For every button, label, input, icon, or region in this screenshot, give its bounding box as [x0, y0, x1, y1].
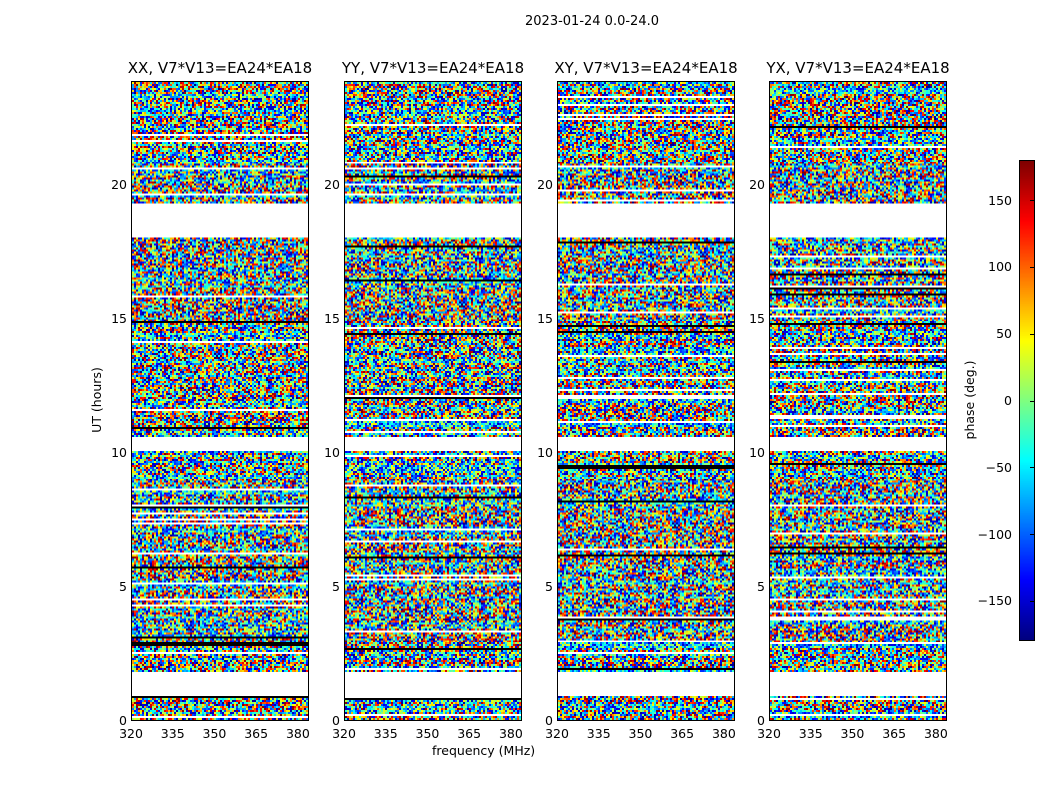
y-tick-label: 10	[537, 444, 553, 460]
colorbar-gradient	[1020, 161, 1034, 640]
y-tick-label: 0	[545, 712, 553, 728]
y-tick-label: 5	[757, 578, 765, 594]
y-tick-label: 20	[537, 176, 553, 192]
x-tick-label: 320	[757, 726, 781, 741]
x-tick-label: 380	[498, 726, 523, 741]
colorbar-tick-label: 0	[1004, 393, 1012, 408]
y-tick-label: 0	[119, 712, 127, 728]
colorbar-tick-mark	[1030, 200, 1035, 202]
figure-title: 2023-01-24 0.0-24.0	[525, 14, 659, 29]
y-tick-label: 10	[111, 444, 127, 460]
y-tick-label: 15	[537, 310, 553, 326]
colorbar-tick-label: 100	[988, 259, 1012, 275]
x-tick-label: 335	[160, 726, 185, 741]
colorbar-tick-mark	[1030, 467, 1035, 469]
y-tick-label: 0	[757, 712, 765, 728]
x-tick-label: 335	[798, 726, 823, 741]
colorbar-tick-label: 50	[996, 326, 1012, 342]
colorbar-tick-label: −150	[977, 593, 1012, 609]
colorbar-tick-label: −100	[977, 526, 1012, 542]
colorbar-tick-mark	[1030, 333, 1035, 335]
x-tick-label: 380	[285, 726, 310, 741]
panel-title: XY, V7*V13=EA24*EA18	[554, 59, 738, 77]
heatmap-panel-1	[344, 81, 522, 721]
panel-title: XX, V7*V13=EA24*EA18	[127, 59, 313, 77]
x-tick-label: 350	[415, 726, 440, 741]
y-tick-label: 20	[749, 176, 765, 192]
x-tick-label: 320	[119, 726, 143, 741]
x-tick-label: 350	[202, 726, 227, 741]
heatmap-panel-3	[769, 81, 947, 721]
heatmap-cells	[345, 82, 521, 720]
y-tick-label: 15	[111, 310, 127, 326]
x-tick-label: 365	[244, 726, 269, 741]
heatmap-cells	[132, 82, 308, 720]
x-tick-label: 380	[711, 726, 736, 741]
panel-title: YY, V7*V13=EA24*EA18	[341, 59, 525, 77]
colorbar-tick-mark	[1030, 600, 1035, 602]
y-tick-label: 20	[324, 176, 340, 192]
y-tick-label: 10	[749, 444, 765, 460]
x-tick-label: 365	[882, 726, 907, 741]
y-tick-label: 5	[119, 578, 127, 594]
x-tick-label: 380	[923, 726, 948, 741]
y-tick-label: 5	[332, 578, 340, 594]
heatmap-cells	[558, 82, 734, 720]
y-tick-label: 0	[332, 712, 340, 728]
colorbar-tick-mark	[1030, 266, 1035, 268]
colorbar-tick-label: 150	[988, 192, 1012, 208]
y-axis-label: UT (hours)	[89, 367, 104, 433]
x-tick-label: 320	[332, 726, 356, 741]
x-tick-label: 320	[545, 726, 569, 741]
y-tick-label: 10	[324, 444, 340, 460]
x-tick-label: 365	[670, 726, 695, 741]
panel-title: YX, V7*V13=EA24*EA18	[766, 59, 950, 77]
x-tick-label: 350	[840, 726, 865, 741]
x-tick-label: 350	[628, 726, 653, 741]
x-tick-label: 365	[457, 726, 482, 741]
y-tick-label: 15	[749, 310, 765, 326]
colorbar-tick-mark	[1030, 400, 1035, 402]
x-tick-label: 335	[586, 726, 611, 741]
colorbar-tick-label: −50	[985, 459, 1012, 475]
colorbar-tick-mark	[1030, 534, 1035, 536]
heatmap-panel-0	[131, 81, 309, 721]
x-tick-label: 335	[373, 726, 398, 741]
colorbar-label: phase (deg.)	[962, 360, 977, 440]
x-axis-label: frequency (MHz)	[432, 743, 536, 758]
y-tick-label: 20	[111, 176, 127, 192]
y-tick-label: 15	[324, 310, 340, 326]
heatmap-panel-2	[557, 81, 735, 721]
y-tick-label: 5	[545, 578, 553, 594]
heatmap-cells	[770, 82, 946, 720]
